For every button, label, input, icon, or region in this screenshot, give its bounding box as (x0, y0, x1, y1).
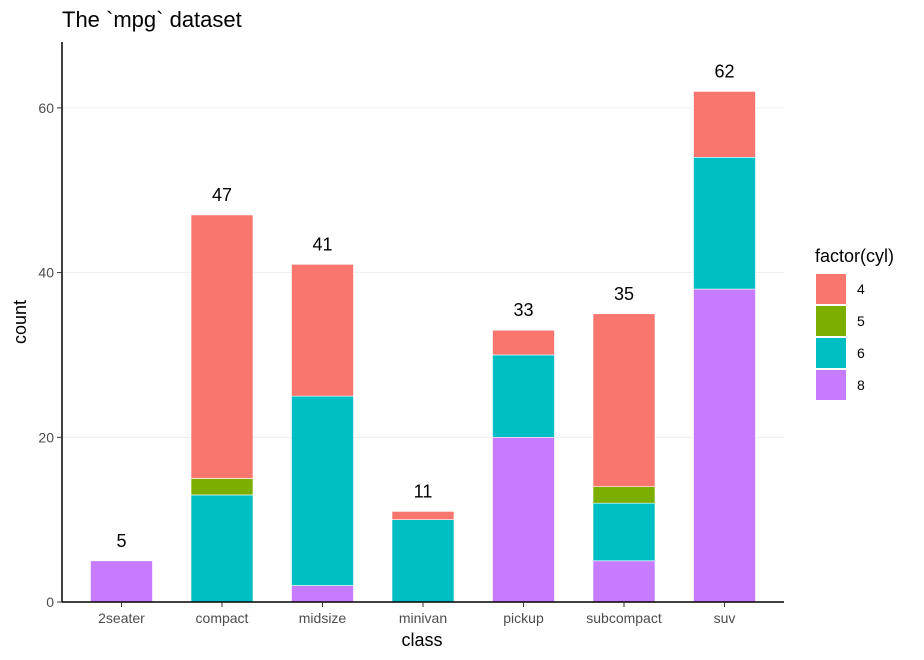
bar-segment-subcompact-cyl-5 (592, 486, 656, 504)
total-label-2seater: 5 (116, 531, 126, 551)
x-tick-label-pickup: pickup (503, 610, 544, 626)
y-axis-title: count (10, 300, 30, 344)
legend-key-4 (816, 274, 846, 304)
total-label-subcompact: 35 (614, 284, 634, 304)
legend-label-4: 4 (857, 281, 865, 297)
legend-label-6: 6 (857, 345, 865, 361)
legend-title: factor(cyl) (815, 246, 894, 266)
total-label-pickup: 33 (513, 300, 533, 320)
bar-segment-subcompact-cyl-8 (592, 560, 656, 603)
total-labels: 5 47 41 11 33 35 62 (116, 61, 734, 550)
total-label-midsize: 41 (312, 234, 332, 254)
legend-key-5 (816, 306, 846, 336)
chart-title: The `mpg` dataset (62, 7, 242, 32)
legend-key-6 (816, 338, 846, 368)
y-axis-ticks: 0 20 40 60 (38, 100, 62, 610)
total-label-suv: 62 (714, 61, 734, 81)
bar-segment-midsize-cyl-4 (291, 264, 354, 397)
legend-label-8: 8 (857, 377, 865, 393)
x-tick-label-2seater: 2seater (98, 610, 145, 626)
x-tick-label-subcompact: subcompact (586, 610, 662, 626)
bar-segment-midsize-cyl-8 (291, 585, 354, 603)
total-label-compact: 47 (212, 185, 232, 205)
x-tick-label-midsize: midsize (299, 610, 347, 626)
x-tick-label-minivan: minivan (399, 610, 447, 626)
total-label-minivan: 11 (414, 481, 433, 501)
bar-segment-suv-cyl-4 (693, 91, 756, 158)
bar-segment-pickup-cyl-6 (492, 354, 555, 438)
bars (90, 91, 756, 603)
legend: factor(cyl) 4 5 6 8 (815, 246, 894, 400)
y-tick-label: 0 (46, 594, 54, 610)
bar-segment-minivan-cyl-4 (391, 511, 455, 520)
bar-segment-pickup-cyl-8 (492, 436, 555, 603)
y-tick-label: 20 (38, 429, 54, 445)
y-tick-label: 40 (38, 265, 54, 281)
bar-segment-suv-cyl-6 (693, 156, 756, 290)
bar-segment-subcompact-cyl-4 (592, 313, 656, 488)
bar-segment-minivan-cyl-6 (391, 519, 455, 603)
legend-label-5: 5 (857, 313, 865, 329)
y-tick-label: 60 (38, 100, 54, 116)
x-axis-title: class (401, 630, 442, 650)
bar-segment-subcompact-cyl-6 (592, 502, 656, 562)
x-tick-label-compact: compact (196, 610, 249, 626)
gridlines (62, 107, 784, 438)
bar-segment-pickup-cyl-4 (492, 329, 555, 356)
x-axis-ticks: 2seater compact midsize minivan pickup subcom… (98, 602, 735, 626)
legend-key-8 (816, 370, 846, 400)
bar-segment-midsize-cyl-6 (291, 395, 354, 586)
bar-segment-compact-cyl-5 (190, 478, 254, 496)
bar-segment-compact-cyl-6 (190, 494, 254, 603)
x-tick-label-suv: suv (714, 610, 736, 626)
bar-segment-suv-cyl-8 (693, 288, 756, 603)
bar-segment-2seater-cyl-8 (90, 560, 153, 603)
bar-segment-compact-cyl-4 (190, 214, 254, 479)
